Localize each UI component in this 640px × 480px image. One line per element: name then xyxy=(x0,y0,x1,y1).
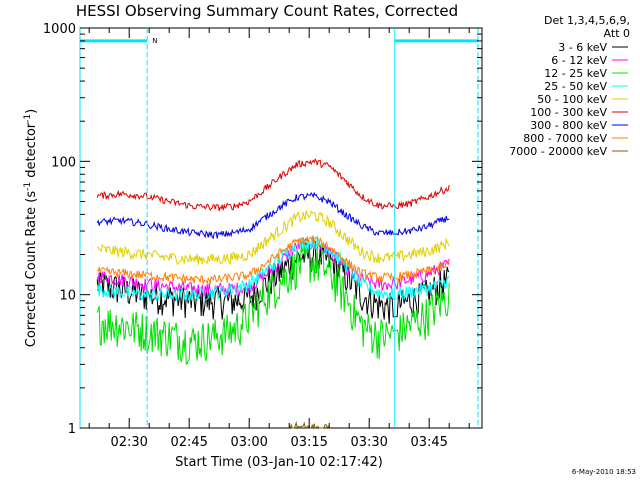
series-lines xyxy=(96,158,450,430)
y-axis: 1 10 100 1000 xyxy=(43,22,482,437)
timestamp: 6-May-2010 18:53 xyxy=(572,468,636,476)
series-line-1 xyxy=(96,237,450,298)
y-tick-label: 10 xyxy=(59,289,76,304)
x-axis-label: Start Time (03-Jan-10 02:17:42) xyxy=(175,455,383,470)
legend-label-7: 800 - 7000 keV xyxy=(523,132,607,145)
series-line-5 xyxy=(96,158,450,212)
legend-label-2: 12 - 25 keV xyxy=(544,67,607,80)
x-tick-label: 03:15 xyxy=(290,435,327,450)
legend-label-0: 3 - 6 keV xyxy=(558,41,607,54)
annotations: N xyxy=(79,28,479,428)
y-label-sup2: -1 xyxy=(23,114,33,123)
legend-label-6: 300 - 800 keV xyxy=(530,119,607,132)
y-tick-label: 100 xyxy=(51,155,76,170)
x-tick-label: 02:45 xyxy=(170,435,207,450)
y-label-part1: Corrected Count Rate (s xyxy=(24,191,39,348)
x-tick-label: 02:30 xyxy=(110,435,147,450)
legend-label-5: 100 - 300 keV xyxy=(530,106,607,119)
y-label-sup1: -1 xyxy=(23,182,33,191)
x-axis: 02:30 02:45 03:00 03:15 03:30 03:45 xyxy=(88,28,470,450)
legend-label-1: 6 - 12 keV xyxy=(551,54,607,67)
x-tick-label: 03:30 xyxy=(350,435,387,450)
chart-title: HESSI Observing Summary Count Rates, Cor… xyxy=(76,2,458,20)
series-line-6 xyxy=(96,191,450,240)
series-line-3 xyxy=(96,235,450,303)
y-label-part3: ) xyxy=(24,109,39,114)
series-line-4 xyxy=(97,209,450,266)
legend-label-8: 7000 - 20000 keV xyxy=(509,145,607,158)
series-line-7 xyxy=(96,235,450,286)
legend-label-3: 25 - 50 keV xyxy=(544,80,607,93)
x-tick-label: 03:00 xyxy=(230,435,267,450)
y-tick-label: 1000 xyxy=(43,22,76,37)
legend-header-1: Det 1,3,4,5,6,9, xyxy=(544,14,630,27)
top-bar-label: N xyxy=(152,37,157,45)
legend-header-2: Att 0 xyxy=(604,27,630,40)
y-axis-label: Corrected Count Rate (s-1 detector-1) xyxy=(23,109,39,347)
series-line-2 xyxy=(96,245,450,365)
legend-label-4: 50 - 100 keV xyxy=(537,93,607,106)
y-tick-label: 1 xyxy=(68,422,76,437)
y-label-part2: detector xyxy=(24,122,39,182)
x-tick-label: 03:45 xyxy=(410,435,447,450)
